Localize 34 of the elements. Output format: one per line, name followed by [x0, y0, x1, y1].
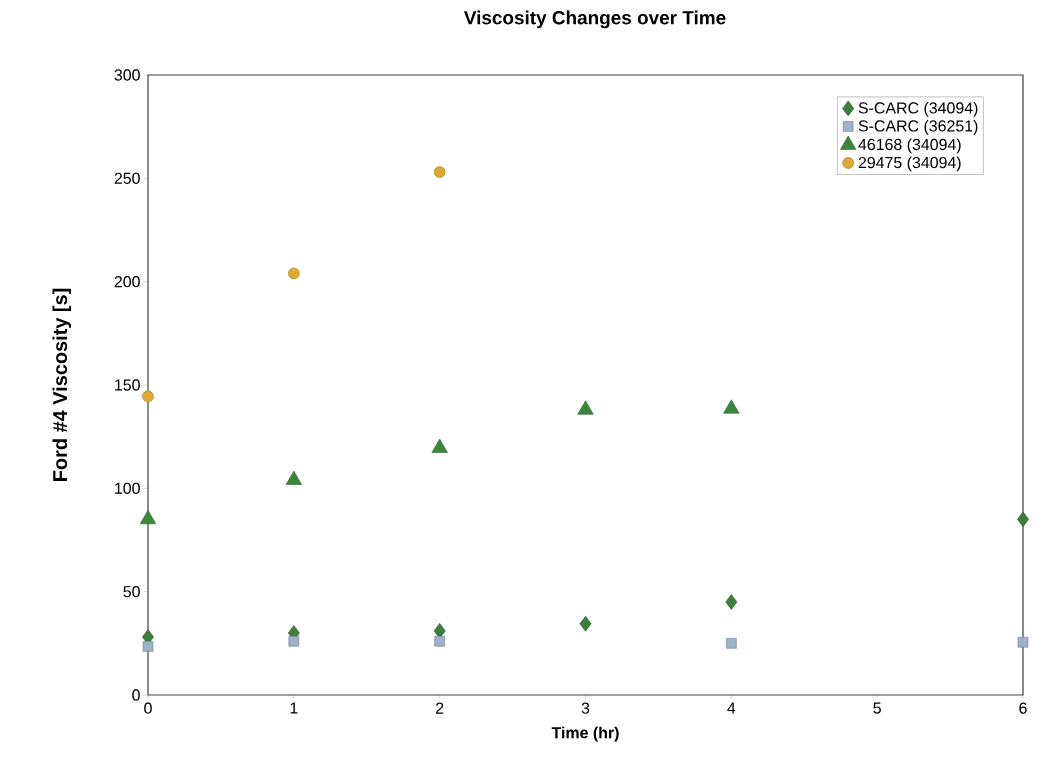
x-axis-title: Time (hr): [551, 726, 619, 742]
x-tick-label: 2: [436, 702, 444, 714]
y-axis-title: Ford #4 Viscosity [s]: [52, 288, 72, 481]
point: [288, 267, 300, 280]
point: [433, 623, 446, 639]
point: [1017, 636, 1029, 648]
point: [725, 594, 738, 610]
y-tick-label: 100: [115, 482, 140, 494]
point: [142, 390, 154, 403]
x-tick-label: 1: [290, 702, 298, 714]
y-tick-label: 150: [115, 379, 140, 391]
x-tick-label: 6: [1019, 702, 1027, 714]
y-tick-label: 300: [114, 69, 140, 81]
y-tick-label: 250: [114, 172, 140, 184]
point: [288, 635, 300, 647]
x-tick-label: 4: [727, 702, 736, 714]
x-tick-label: 0: [144, 702, 152, 714]
y-tick-label: 50: [123, 586, 140, 598]
y-tick-label: 0: [132, 689, 140, 701]
point: [579, 615, 592, 632]
legend-label: S-CARC (34094): [858, 101, 978, 117]
point: [139, 510, 157, 525]
legend-label: S-CARC (36251): [858, 119, 978, 135]
point: [434, 635, 445, 647]
legend-label: 46168 (34094): [858, 138, 961, 154]
point: [433, 166, 446, 178]
point: [142, 641, 154, 652]
point: [726, 638, 737, 649]
point: [1017, 511, 1029, 528]
y-tick-label: 200: [114, 276, 140, 288]
chart-title: Viscosity Changes over Time: [463, 10, 726, 29]
x-tick-label: 3: [581, 702, 590, 714]
x-tick-label: 5: [873, 702, 881, 714]
legend-label: 29475 (34094): [858, 156, 961, 172]
